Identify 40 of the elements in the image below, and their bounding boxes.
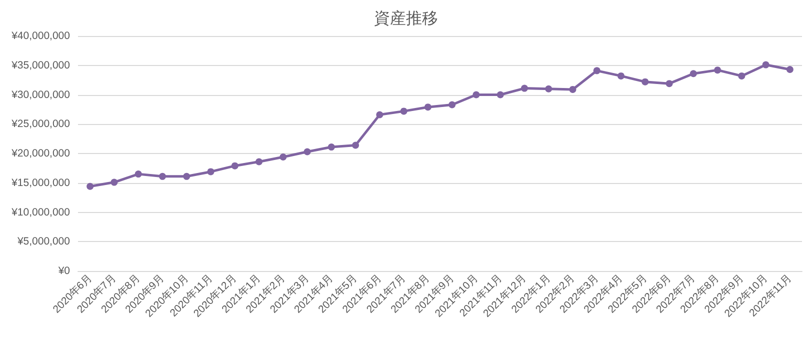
point bbox=[738, 72, 746, 80]
point bbox=[328, 144, 335, 151]
point bbox=[618, 72, 624, 80]
point bbox=[400, 108, 408, 115]
y-tick-label: ¥5,000,000 bbox=[16, 236, 70, 248]
y-tick-label: ¥25,000,000 bbox=[10, 118, 70, 130]
y-tick-label: ¥10,000,000 bbox=[10, 206, 70, 218]
point bbox=[134, 170, 142, 178]
y-tick-label: ¥35,000,000 bbox=[10, 59, 70, 72]
point bbox=[448, 101, 456, 108]
point bbox=[666, 80, 673, 88]
y-tick-label: ¥0 bbox=[57, 265, 70, 277]
point bbox=[762, 61, 770, 68]
y-tick-label: ¥15,000,000 bbox=[10, 176, 70, 189]
point bbox=[376, 111, 384, 118]
y-tick-label: ¥40,000,000 bbox=[10, 30, 70, 42]
point bbox=[520, 84, 528, 92]
point bbox=[183, 172, 190, 180]
point bbox=[593, 67, 600, 74]
point bbox=[545, 85, 552, 92]
point bbox=[569, 86, 576, 93]
point bbox=[714, 66, 722, 74]
point bbox=[86, 182, 94, 190]
point bbox=[110, 178, 118, 186]
point bbox=[158, 172, 166, 180]
point bbox=[207, 168, 214, 176]
point bbox=[786, 66, 794, 73]
y-tick-label: ¥20,000,000 bbox=[10, 148, 70, 160]
point bbox=[304, 148, 311, 156]
point bbox=[642, 78, 649, 86]
point bbox=[280, 154, 287, 161]
point bbox=[424, 104, 432, 111]
point bbox=[690, 70, 697, 78]
point bbox=[256, 158, 262, 166]
y-tick-label: ¥30,000,000 bbox=[10, 88, 70, 101]
point bbox=[352, 142, 360, 149]
point bbox=[496, 91, 504, 98]
point bbox=[231, 162, 238, 170]
chart-title: 資産推移 bbox=[374, 10, 438, 28]
point bbox=[472, 91, 480, 98]
